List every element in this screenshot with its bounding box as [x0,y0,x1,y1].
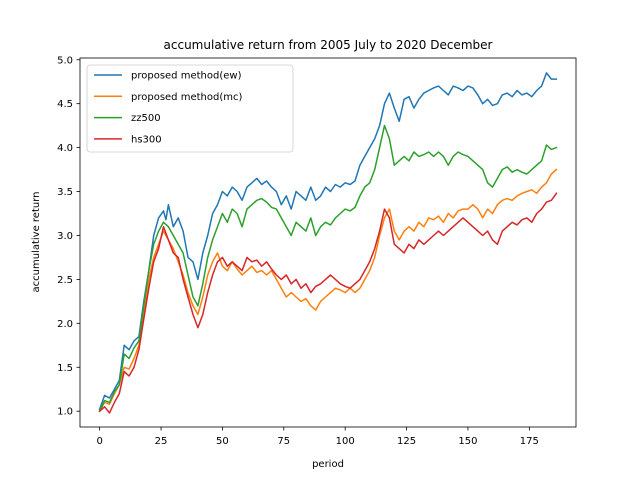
legend-label-3: hs300 [131,134,162,145]
legend-label-1: proposed method(mc) [131,92,242,103]
series-line-3 [98,192,558,414]
x-tick-label: 0 [96,436,102,447]
x-tick-label: 125 [397,436,416,447]
x-tick-label: 150 [458,436,477,447]
x-axis-label: period [312,459,344,470]
legend-box [86,64,294,153]
series-line-2 [98,124,558,413]
y-tick-label: 2.0 [57,319,73,330]
y-tick-label: 1.5 [57,363,73,374]
x-tick-label: 100 [336,436,355,447]
x-tick-label: 175 [520,436,539,447]
y-tick-label: 2.5 [57,275,73,286]
chart-title: accumulative return from 2005 July to 20… [164,38,493,52]
legend-label-0: proposed method(ew) [131,71,242,82]
plot-area [98,72,558,414]
axes-frame [79,57,577,428]
y-tick-label: 4.5 [57,99,73,110]
y-tick-label: 4.0 [57,143,73,154]
legend-label-2: zz500 [131,113,161,124]
y-tick-label: 1.0 [57,407,73,418]
x-axis: 0 25 50 75 100 125 150 175 [96,427,539,447]
y-tick-label: 5.0 [57,55,73,66]
y-tick-label: 3.0 [57,231,73,242]
y-tick-label: 3.5 [57,187,73,198]
x-tick-label: 50 [216,436,229,447]
x-tick-label: 75 [277,436,290,447]
x-tick-label: 25 [155,436,168,447]
y-axis: 1.0 1.5 2.0 2.5 3.0 3.5 4.0 4.5 5.0 [57,55,80,418]
y-axis-label: accumulative return [31,192,42,293]
series-line-0 [98,72,558,411]
legend: proposed method(ew) proposed method(mc) zz… [86,64,294,153]
